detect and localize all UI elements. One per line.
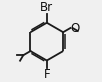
Text: F: F	[43, 68, 50, 81]
Text: Br: Br	[40, 1, 53, 14]
Text: O: O	[71, 21, 80, 35]
